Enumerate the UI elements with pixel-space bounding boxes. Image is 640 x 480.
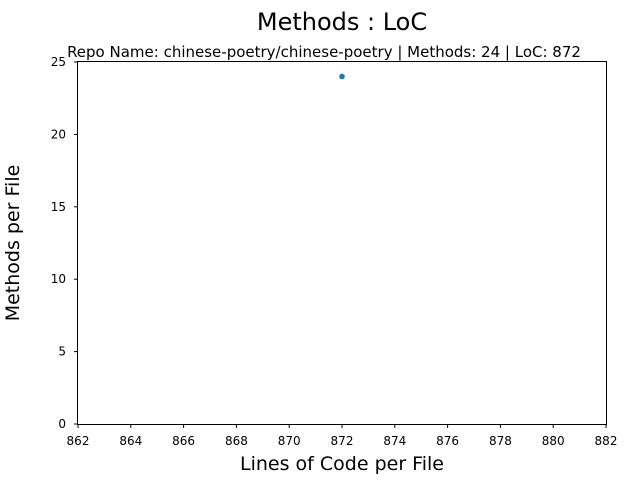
x-tick-label: 864	[119, 434, 142, 448]
x-tick-label: 862	[67, 434, 90, 448]
y-tick-label: 15	[51, 200, 66, 214]
y-tick-label: 5	[58, 345, 66, 359]
x-tick-label: 874	[383, 434, 406, 448]
data-point	[339, 73, 345, 80]
x-tick-label: 866	[172, 434, 195, 448]
x-tick-label: 868	[225, 434, 248, 448]
x-tick-label: 882	[595, 434, 618, 448]
chart-subtitle: Repo Name: chinese-poetry/chinese-poetry…	[67, 43, 581, 61]
x-axis: 862 864 866 868 870 872 874 876 878 880 882	[67, 424, 618, 448]
x-tick-label: 878	[489, 434, 512, 448]
plot-area	[77, 61, 607, 425]
y-tick-label: 0	[58, 417, 66, 431]
y-axis: 0 5 10 15 20 25	[51, 55, 78, 431]
x-tick-label: 876	[436, 434, 459, 448]
chart-title: Methods : LoC	[257, 8, 427, 36]
y-tick-label: 20	[51, 127, 66, 141]
y-tick-label: 25	[51, 55, 66, 69]
y-tick-label: 10	[51, 272, 66, 286]
data-points	[339, 73, 345, 80]
y-axis-label: Methods per File	[2, 165, 24, 322]
x-tick-label: 880	[542, 434, 565, 448]
x-tick-label: 870	[278, 434, 301, 448]
x-tick-label: 872	[331, 434, 354, 448]
x-axis-label: Lines of Code per File	[240, 453, 444, 475]
